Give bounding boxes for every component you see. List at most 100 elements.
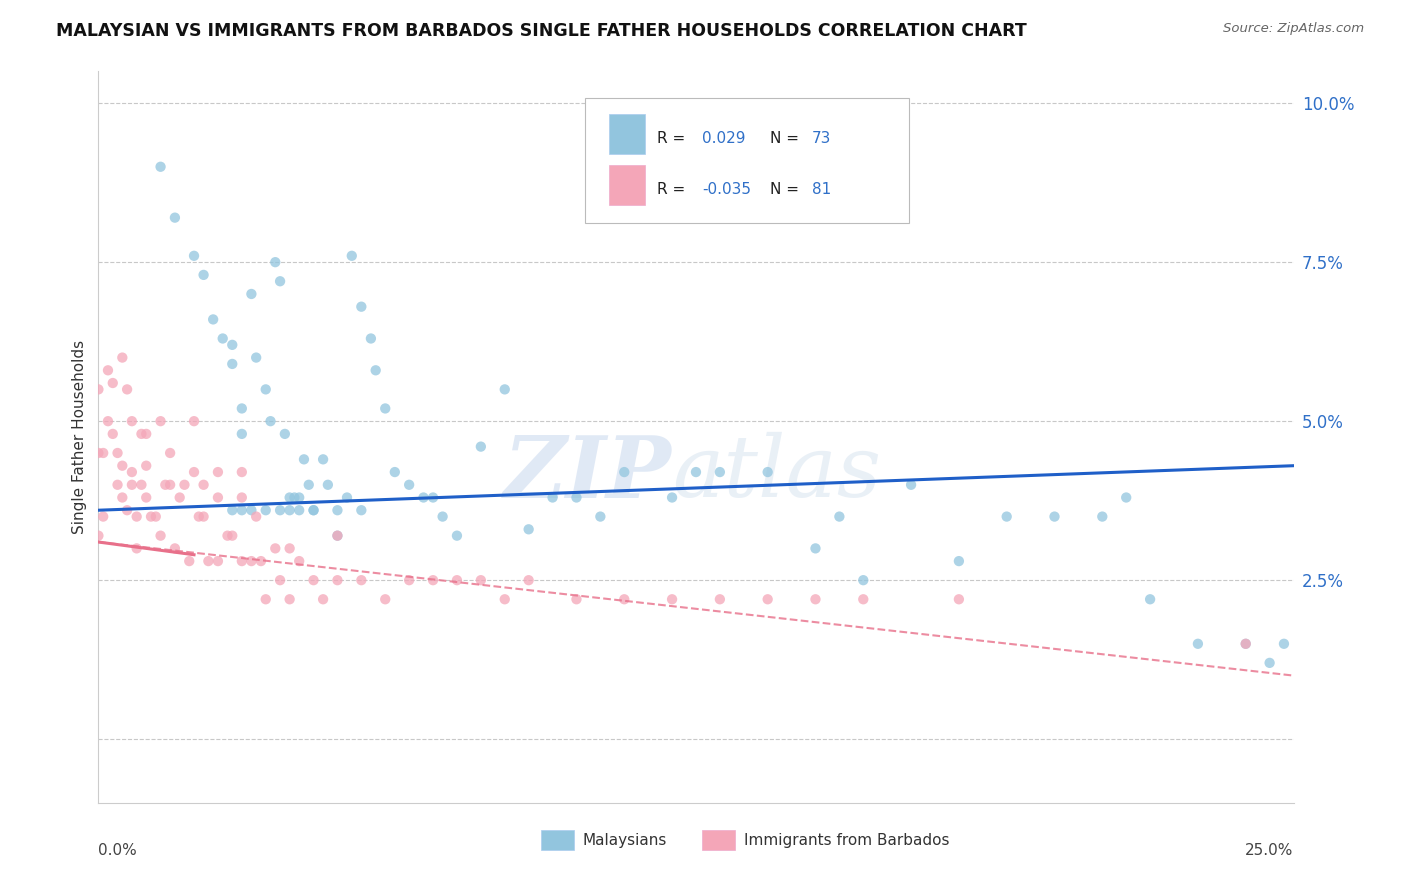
- Point: [193, 509, 215, 524]
- Point: [709, 465, 731, 479]
- Point: [1187, 637, 1209, 651]
- Point: [254, 383, 277, 397]
- Point: [589, 509, 612, 524]
- Point: [364, 363, 387, 377]
- Point: [709, 592, 731, 607]
- Point: [163, 541, 186, 556]
- Point: [302, 503, 325, 517]
- Point: [312, 592, 335, 607]
- Point: [135, 426, 157, 441]
- Point: [125, 541, 148, 556]
- Text: 73: 73: [811, 131, 831, 145]
- FancyBboxPatch shape: [609, 165, 644, 205]
- Point: [187, 509, 209, 524]
- Point: [91, 509, 114, 524]
- Point: [169, 491, 191, 505]
- Point: [87, 529, 110, 543]
- Point: [269, 573, 291, 587]
- Point: [159, 477, 181, 491]
- Point: [1139, 592, 1161, 607]
- Text: 25.0%: 25.0%: [1246, 843, 1294, 858]
- Point: [149, 160, 172, 174]
- Point: [155, 477, 177, 491]
- Point: [163, 211, 186, 225]
- Point: [217, 529, 239, 543]
- Point: [240, 287, 263, 301]
- Point: [231, 554, 253, 568]
- Point: [97, 414, 120, 428]
- Point: [852, 592, 875, 607]
- Point: [432, 509, 454, 524]
- Point: [804, 592, 827, 607]
- Point: [231, 426, 253, 441]
- Point: [254, 592, 277, 607]
- Point: [422, 491, 444, 505]
- Point: [948, 592, 970, 607]
- Point: [121, 465, 143, 479]
- Y-axis label: Single Father Households: Single Father Households: [72, 340, 87, 534]
- Point: [756, 465, 779, 479]
- Point: [1272, 637, 1295, 651]
- Point: [173, 477, 195, 491]
- Point: [340, 249, 363, 263]
- Point: [245, 351, 267, 365]
- Point: [828, 509, 851, 524]
- Point: [446, 529, 468, 543]
- Point: [661, 491, 683, 505]
- Text: N =: N =: [770, 131, 804, 145]
- Point: [131, 426, 153, 441]
- Point: [231, 465, 253, 479]
- Point: [101, 426, 124, 441]
- Point: [360, 331, 382, 345]
- Point: [1091, 509, 1114, 524]
- Point: [264, 541, 287, 556]
- Point: [231, 503, 253, 517]
- Text: R =: R =: [657, 182, 690, 197]
- Point: [115, 503, 138, 517]
- Point: [517, 573, 540, 587]
- Point: [254, 503, 277, 517]
- Point: [202, 312, 225, 326]
- Point: [613, 465, 636, 479]
- Text: 0.0%: 0.0%: [98, 843, 138, 858]
- Point: [374, 592, 396, 607]
- Point: [135, 458, 157, 473]
- Text: MALAYSIAN VS IMMIGRANTS FROM BARBADOS SINGLE FATHER HOUSEHOLDS CORRELATION CHART: MALAYSIAN VS IMMIGRANTS FROM BARBADOS SI…: [56, 22, 1026, 40]
- Point: [517, 522, 540, 536]
- Point: [278, 491, 301, 505]
- Point: [269, 274, 291, 288]
- Point: [613, 592, 636, 607]
- Point: [995, 509, 1018, 524]
- Point: [91, 446, 114, 460]
- Point: [250, 554, 273, 568]
- Point: [207, 465, 229, 479]
- Text: 0.029: 0.029: [702, 131, 745, 145]
- Point: [1234, 637, 1257, 651]
- Point: [221, 529, 243, 543]
- Point: [316, 477, 339, 491]
- Text: 81: 81: [811, 182, 831, 197]
- Point: [292, 452, 315, 467]
- Point: [374, 401, 396, 416]
- Point: [283, 491, 305, 505]
- Point: [302, 503, 325, 517]
- Point: [231, 491, 253, 505]
- FancyBboxPatch shape: [585, 98, 908, 224]
- Point: [111, 458, 134, 473]
- Point: [193, 477, 215, 491]
- FancyBboxPatch shape: [541, 830, 574, 850]
- Point: [1234, 637, 1257, 651]
- Point: [211, 331, 233, 345]
- Point: [264, 255, 287, 269]
- Point: [87, 383, 110, 397]
- Point: [948, 554, 970, 568]
- Point: [121, 477, 143, 491]
- Point: [197, 554, 219, 568]
- Point: [145, 509, 167, 524]
- Point: [685, 465, 707, 479]
- Point: [183, 249, 205, 263]
- Point: [1115, 491, 1137, 505]
- Point: [326, 503, 349, 517]
- Point: [139, 509, 162, 524]
- Point: [756, 592, 779, 607]
